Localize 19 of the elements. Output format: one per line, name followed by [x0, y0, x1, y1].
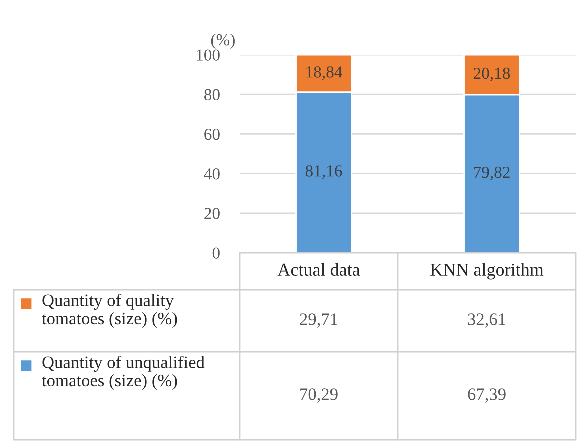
text: 70,29 [300, 388, 338, 403]
data-label: 20,18 [474, 68, 510, 82]
legend-label: Quantity of quality tomatoes (size) (%) [42, 294, 178, 328]
y-tick-label: 60 [204, 128, 220, 140]
text: 32,61 [468, 314, 506, 328]
data-label: 81,16 [306, 166, 342, 180]
x-tick-label: Actual data [278, 263, 360, 276]
data-label: 18,84 [306, 66, 342, 80]
y-tick-label: 0 [212, 248, 220, 259]
y-tick-label: 80 [204, 89, 220, 101]
y-tick-label: 40 [204, 168, 220, 180]
data-label: 79,82 [474, 166, 510, 181]
text: 29,71 [300, 314, 338, 328]
x-tick-label: KNN algorithm [430, 263, 544, 280]
y-tick-label: 100 [197, 50, 220, 61]
y-axis-title: (%) [211, 34, 235, 50]
y-tick-label: 20 [204, 208, 220, 220]
text: 67,39 [468, 388, 506, 403]
legend-label: Quantity of unqualified tomatoes (size) (%) [42, 356, 205, 390]
